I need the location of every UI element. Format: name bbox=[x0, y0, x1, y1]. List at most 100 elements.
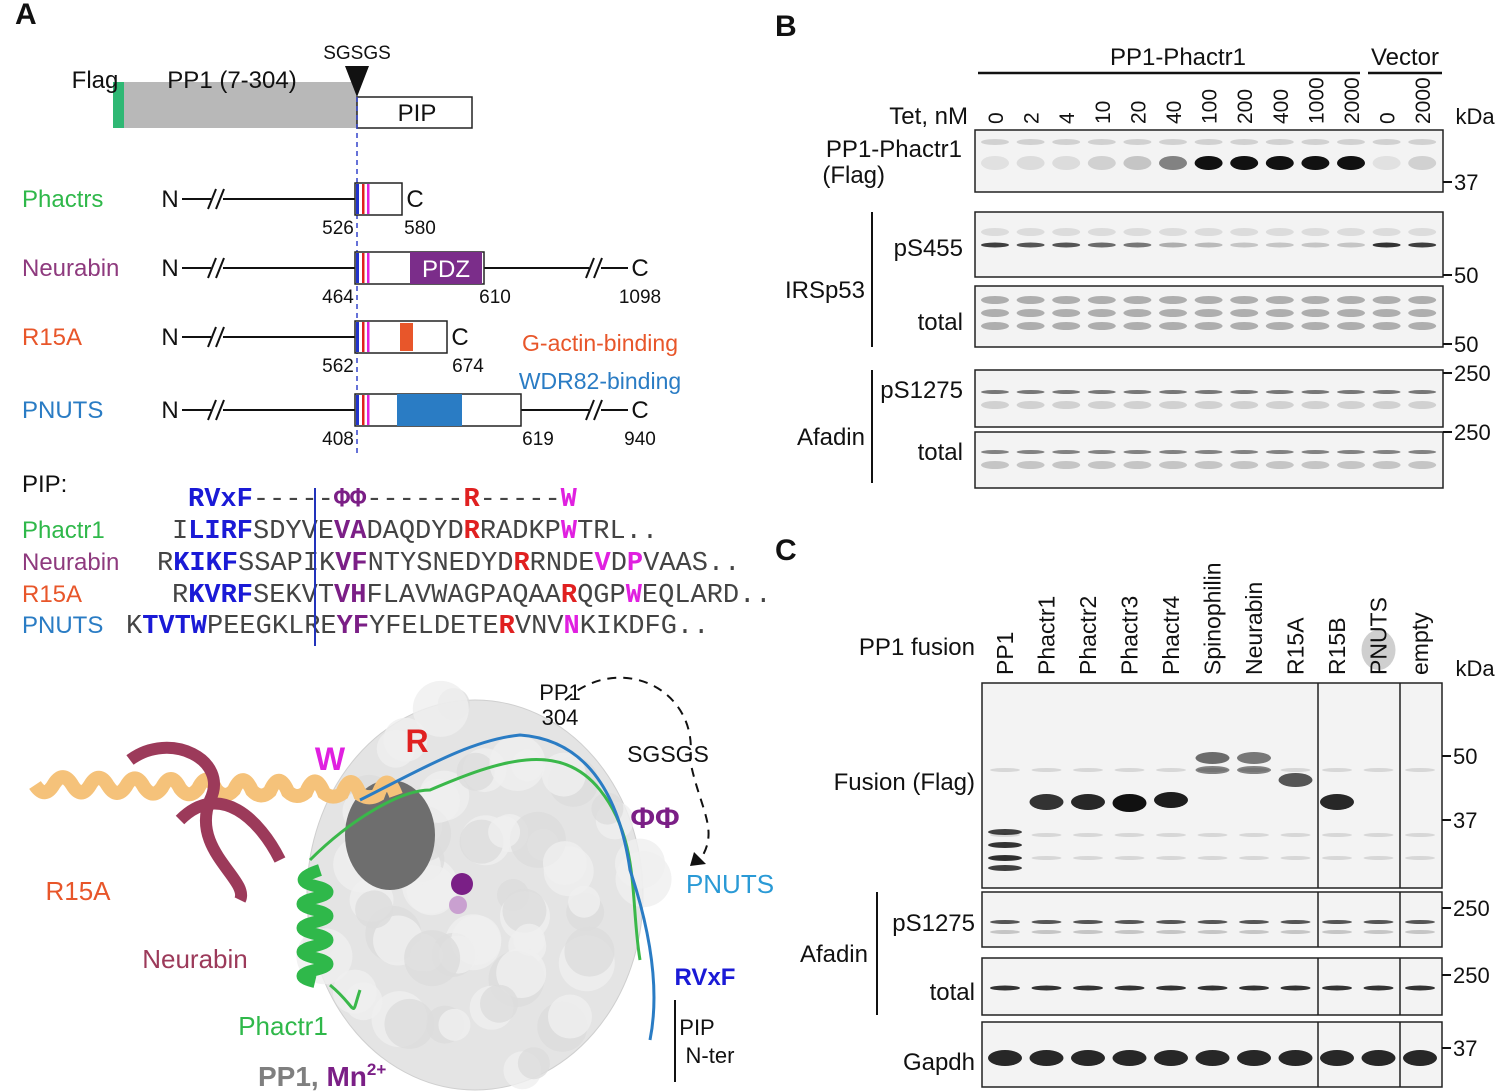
structure-label: N-ter bbox=[686, 1043, 735, 1068]
band bbox=[1197, 920, 1228, 924]
alignment-label: PIP: bbox=[22, 471, 67, 498]
band bbox=[1114, 768, 1145, 772]
binding-label: WDR82-binding bbox=[519, 368, 681, 394]
band bbox=[1239, 930, 1269, 934]
lane-label: PP1 bbox=[992, 632, 1018, 675]
w-stripe bbox=[367, 395, 370, 425]
band bbox=[1123, 228, 1152, 236]
band bbox=[1230, 156, 1259, 170]
band bbox=[1197, 985, 1228, 991]
residues: VAAS.. bbox=[643, 549, 740, 579]
break-mark bbox=[593, 399, 603, 421]
residue-number: 526 bbox=[322, 218, 354, 239]
band bbox=[1237, 1050, 1271, 1066]
surface-bump bbox=[412, 680, 469, 737]
residue-number: 619 bbox=[522, 429, 554, 450]
band bbox=[1114, 833, 1145, 837]
band bbox=[1239, 833, 1269, 837]
marker-label: 37 bbox=[1453, 1036, 1477, 1061]
band bbox=[981, 322, 1009, 330]
band bbox=[990, 833, 1020, 837]
break-mark bbox=[207, 188, 217, 210]
band bbox=[1237, 752, 1271, 764]
band bbox=[1265, 242, 1294, 248]
caption-part: PP1, bbox=[258, 1061, 326, 1092]
band bbox=[1322, 833, 1352, 837]
band bbox=[981, 461, 1009, 469]
structure-label: PNUTS bbox=[686, 869, 774, 899]
break-mark bbox=[593, 257, 603, 279]
r-stripe bbox=[362, 322, 365, 352]
blot bbox=[981, 682, 1443, 889]
residues: ΦΦ bbox=[334, 485, 367, 515]
surface-bump bbox=[404, 930, 461, 987]
band bbox=[1280, 985, 1311, 991]
residue-number: 1098 bbox=[619, 287, 661, 308]
band bbox=[1405, 930, 1435, 934]
residue-number: 562 bbox=[322, 356, 354, 377]
band bbox=[1029, 1050, 1064, 1066]
band bbox=[1265, 309, 1294, 317]
residues: NTYSNEDYD bbox=[368, 549, 514, 579]
band bbox=[1197, 833, 1228, 837]
residues: KIKDFG.. bbox=[580, 612, 710, 642]
band bbox=[1322, 920, 1352, 924]
band bbox=[1052, 242, 1081, 248]
lane-label: 0 bbox=[1377, 112, 1400, 124]
band bbox=[1031, 920, 1062, 924]
residues: LIRF bbox=[188, 517, 253, 547]
band bbox=[1337, 461, 1365, 469]
band bbox=[1016, 156, 1045, 170]
residues: YFELDETE bbox=[369, 612, 499, 642]
band bbox=[1154, 1050, 1188, 1066]
band bbox=[981, 242, 1009, 248]
group-label: PP1-Phactr1 bbox=[1110, 44, 1246, 71]
band bbox=[1301, 309, 1330, 317]
band bbox=[1159, 322, 1187, 330]
band bbox=[1239, 920, 1269, 924]
axis-label: Tet, nM bbox=[889, 103, 968, 130]
surface-bump bbox=[513, 923, 546, 956]
lane-label: 40 bbox=[1163, 101, 1186, 124]
band bbox=[1087, 322, 1116, 330]
residues: RNDE bbox=[530, 549, 595, 579]
band bbox=[1123, 156, 1152, 170]
band bbox=[1280, 920, 1311, 924]
sequence-name: Phactr1 bbox=[22, 517, 105, 544]
lane-label: Phactr2 bbox=[1075, 596, 1101, 675]
structure-label: R bbox=[405, 723, 428, 759]
residues: N bbox=[563, 612, 579, 642]
residue-number: 940 bbox=[624, 429, 656, 450]
band bbox=[1337, 296, 1365, 304]
structure bbox=[29, 676, 710, 1091]
marker-label: 50 bbox=[1453, 744, 1477, 769]
lane-label: empty bbox=[1407, 612, 1433, 675]
band bbox=[1194, 296, 1223, 304]
surface-bump bbox=[517, 1047, 550, 1080]
band bbox=[1320, 1050, 1354, 1066]
surface-bump bbox=[568, 885, 601, 918]
lane-label: Spinophilin bbox=[1200, 562, 1226, 675]
structure-label: W bbox=[315, 741, 346, 777]
rvxf-stripe bbox=[356, 395, 359, 425]
band bbox=[1265, 228, 1294, 236]
surface-bump bbox=[355, 890, 394, 929]
band bbox=[1123, 309, 1152, 317]
band bbox=[981, 156, 1009, 170]
domain-label: PDZ bbox=[422, 256, 470, 283]
blot-label: total bbox=[918, 309, 963, 336]
residue-number: 580 bbox=[404, 218, 436, 239]
residues: P bbox=[627, 549, 643, 579]
r-stripe bbox=[362, 184, 365, 214]
mn-ion bbox=[449, 896, 467, 914]
band bbox=[1301, 228, 1330, 236]
surface-bump bbox=[496, 948, 547, 999]
residue-number: 674 bbox=[452, 356, 484, 377]
band bbox=[1194, 322, 1223, 330]
band bbox=[1230, 450, 1259, 454]
blot-group: Afadin bbox=[800, 941, 868, 968]
blot bbox=[981, 891, 1443, 948]
residues: ----- bbox=[480, 485, 561, 515]
band bbox=[1031, 768, 1062, 772]
